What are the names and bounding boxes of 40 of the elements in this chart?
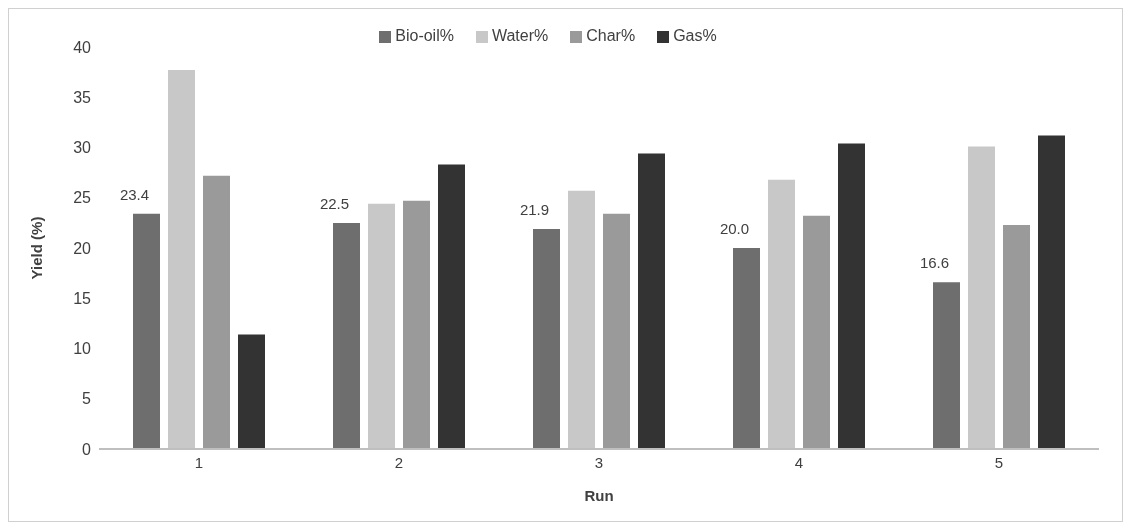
- bar: [238, 334, 265, 449]
- legend-label: Water%: [491, 27, 549, 44]
- bar: [638, 153, 665, 449]
- x-axis-title: Run: [584, 487, 614, 504]
- y-tick-label: 15: [73, 289, 92, 307]
- x-tick-label: 3: [594, 453, 604, 471]
- x-tick-label: 1: [194, 453, 204, 471]
- bar: [933, 282, 960, 449]
- data-label: 21.9: [519, 200, 550, 218]
- data-label: 16.6: [919, 254, 950, 272]
- bar: [803, 215, 830, 449]
- bar: [438, 164, 465, 449]
- bar: [533, 228, 560, 449]
- x-tick-label: 4: [794, 453, 804, 471]
- bar: [333, 222, 360, 449]
- y-tick-label: 5: [82, 390, 92, 408]
- y-tick-label: 35: [73, 88, 92, 106]
- bar: [838, 143, 865, 449]
- bar: [1038, 135, 1065, 449]
- bar: [203, 175, 230, 449]
- y-tick-label: 10: [73, 340, 92, 358]
- x-tick-label: 2: [394, 453, 404, 471]
- data-label: 22.5: [319, 194, 350, 212]
- bar: [1003, 224, 1030, 449]
- y-tick-label: 30: [73, 139, 92, 157]
- y-tick-label: 40: [73, 38, 92, 56]
- bar: [403, 200, 430, 449]
- y-tick-label: 25: [73, 189, 92, 207]
- legend-label: Gas%: [673, 27, 717, 44]
- y-axis-title: Yield (%): [28, 216, 46, 280]
- y-tick-label: 0: [82, 440, 92, 458]
- bar: [733, 248, 760, 449]
- data-label: 23.4: [119, 185, 150, 203]
- legend-label: Char%: [586, 27, 636, 44]
- x-tick-label: 5: [994, 453, 1004, 471]
- data-label: 20.0: [719, 220, 750, 237]
- bar: [133, 213, 160, 449]
- y-tick-label: 20: [73, 239, 92, 257]
- legend-label: Bio-oil%: [395, 27, 454, 44]
- bar: [603, 213, 630, 449]
